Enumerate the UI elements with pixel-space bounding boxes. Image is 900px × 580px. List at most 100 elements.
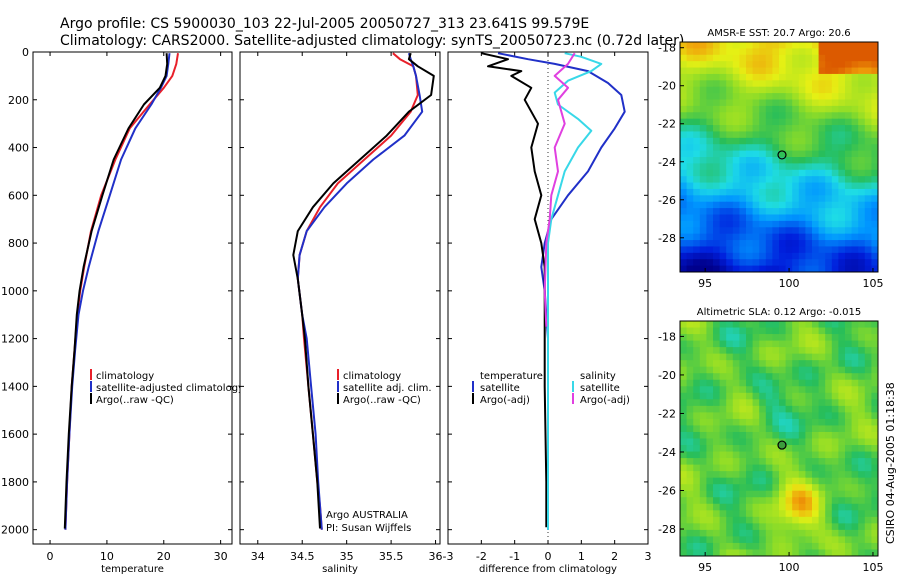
map-cell bbox=[699, 490, 707, 498]
map-cell bbox=[686, 536, 694, 544]
map-cell bbox=[805, 392, 813, 400]
map-cell bbox=[699, 431, 707, 439]
map-cell bbox=[858, 366, 866, 374]
map-cell bbox=[779, 67, 787, 75]
map-cell bbox=[732, 265, 740, 273]
map-cell bbox=[746, 445, 754, 453]
map-cell bbox=[812, 431, 820, 439]
map-cell bbox=[680, 208, 688, 215]
map-cell bbox=[706, 321, 714, 329]
map-cell bbox=[719, 425, 727, 433]
map-cell bbox=[871, 392, 879, 400]
map-cell bbox=[864, 327, 872, 335]
map-cell bbox=[699, 445, 707, 453]
map-cell bbox=[739, 327, 747, 335]
map-cell bbox=[792, 105, 800, 113]
map-cell bbox=[726, 458, 734, 466]
map-cell bbox=[779, 201, 787, 209]
map-cell bbox=[825, 201, 833, 209]
map-cell bbox=[825, 484, 833, 492]
map-cell bbox=[792, 405, 800, 413]
map-cell bbox=[765, 240, 773, 247]
map-cell bbox=[699, 144, 707, 152]
map-cell bbox=[792, 259, 800, 267]
map-cell bbox=[693, 458, 701, 466]
x-tick-label: 0 bbox=[545, 550, 552, 563]
map-cell bbox=[732, 464, 740, 472]
map-cell bbox=[864, 360, 872, 368]
map-cell bbox=[726, 536, 734, 544]
map-cell bbox=[779, 188, 787, 196]
map-cell bbox=[713, 490, 721, 498]
map-cell bbox=[871, 386, 879, 394]
map-cell bbox=[726, 438, 734, 446]
map-cell bbox=[838, 445, 846, 453]
map-cell bbox=[752, 425, 760, 433]
map-cell bbox=[871, 157, 879, 164]
map-cell bbox=[719, 233, 727, 241]
map-cell bbox=[746, 163, 754, 171]
map-cell bbox=[798, 150, 806, 158]
map-cell bbox=[785, 201, 793, 209]
map-cell bbox=[772, 118, 780, 126]
map-cell bbox=[871, 195, 879, 203]
map-cell bbox=[680, 366, 688, 374]
map-cell bbox=[871, 112, 879, 120]
map-cell bbox=[785, 503, 793, 511]
legend-label: temperature bbox=[480, 371, 543, 382]
map-cell bbox=[693, 477, 701, 485]
map-cell bbox=[739, 214, 747, 222]
map-cell bbox=[732, 360, 740, 368]
map-cell bbox=[686, 259, 694, 267]
map-cell bbox=[805, 347, 813, 355]
map-cell bbox=[765, 182, 773, 190]
map-cell bbox=[732, 418, 740, 426]
map-cell bbox=[739, 220, 747, 228]
map-cell bbox=[838, 48, 846, 56]
map-cell bbox=[713, 536, 721, 544]
map-cell bbox=[818, 503, 826, 511]
map-cell bbox=[739, 321, 747, 329]
map-cell bbox=[825, 252, 833, 260]
map-cell bbox=[746, 73, 754, 81]
map-cell bbox=[713, 497, 721, 505]
map-cell bbox=[845, 340, 853, 348]
x-tick-label: 95 bbox=[698, 277, 712, 290]
map-cell bbox=[732, 431, 740, 439]
map-cell bbox=[864, 125, 872, 132]
map-cell bbox=[831, 510, 839, 518]
map-cell bbox=[792, 340, 800, 348]
map-cell bbox=[726, 510, 734, 518]
map-cell bbox=[765, 490, 773, 498]
map-cell bbox=[779, 464, 787, 472]
map-cell bbox=[746, 490, 754, 498]
map-cell bbox=[785, 451, 793, 459]
map-cell bbox=[693, 386, 701, 394]
map-cell bbox=[746, 379, 754, 387]
map-cell bbox=[765, 425, 773, 433]
map-cell bbox=[699, 93, 707, 100]
map-cell bbox=[759, 536, 767, 544]
map-cell bbox=[746, 471, 754, 479]
map-cell bbox=[858, 334, 866, 342]
map-cell bbox=[686, 497, 694, 505]
map-cell bbox=[851, 73, 859, 81]
map-cell bbox=[759, 405, 767, 413]
map-cell bbox=[752, 490, 760, 498]
map-cell bbox=[732, 347, 740, 355]
map-cell bbox=[858, 425, 866, 433]
map-cell bbox=[831, 86, 839, 94]
map-cell bbox=[871, 418, 879, 426]
map-cell bbox=[693, 61, 701, 69]
map-cell bbox=[798, 347, 806, 355]
map-cell bbox=[798, 340, 806, 348]
map-cell bbox=[680, 73, 688, 81]
map-cell bbox=[739, 412, 747, 420]
map-cell bbox=[785, 169, 793, 177]
map-cell bbox=[706, 144, 714, 152]
map-cell bbox=[871, 484, 879, 492]
map-cell bbox=[871, 220, 879, 228]
map-cell bbox=[719, 169, 727, 177]
map-cell bbox=[693, 412, 701, 420]
